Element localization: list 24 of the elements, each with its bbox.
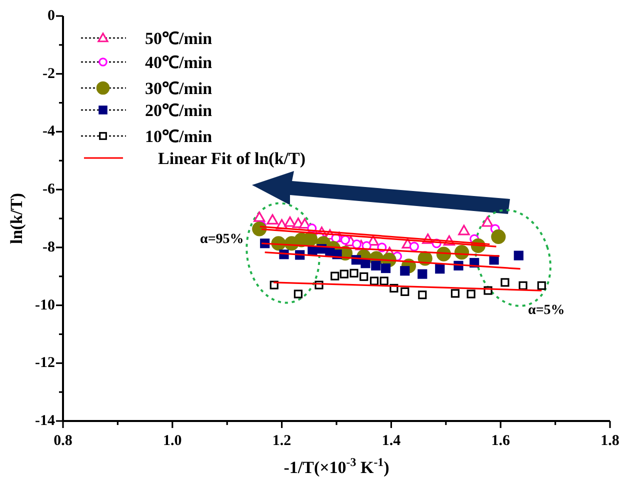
y-tick-label: -10: [35, 297, 55, 314]
y-tick-label: -6: [42, 182, 56, 198]
y-axis-title: ln(k/T): [7, 192, 26, 244]
x-tick-label: 1.4: [382, 433, 402, 449]
legend-label: 10℃/min: [145, 127, 213, 146]
y-tick-label: -14: [35, 413, 56, 429]
legend-label: 40℃/min: [145, 53, 213, 72]
legend-label: Linear Fit of ln(k/T): [158, 149, 306, 168]
x-tick-label: 1.6: [491, 433, 510, 449]
annotation: α=5%: [528, 303, 565, 318]
y-tick-label: -8: [42, 239, 55, 256]
x-tick-label: 1.2: [272, 433, 292, 449]
x-tick-label: 0.8: [54, 433, 72, 449]
x-axis-title: -1/T(×10$^{-3}$ K$^{-1}$): [284, 455, 390, 477]
legend-label: 20℃/min: [145, 101, 213, 120]
legend-label: 50℃/min: [145, 29, 213, 48]
y-tick-label: -4: [42, 124, 56, 140]
y-tick-label: -12: [35, 355, 55, 372]
y-tick-label: -2: [42, 66, 55, 82]
y-tick-label: 0: [48, 8, 55, 24]
annotation: α=95%: [200, 232, 244, 247]
x-tick-label: 1.8: [600, 433, 620, 449]
x-tick-label: 1.0: [163, 433, 182, 449]
legend-label: 30℃/min: [145, 79, 213, 98]
